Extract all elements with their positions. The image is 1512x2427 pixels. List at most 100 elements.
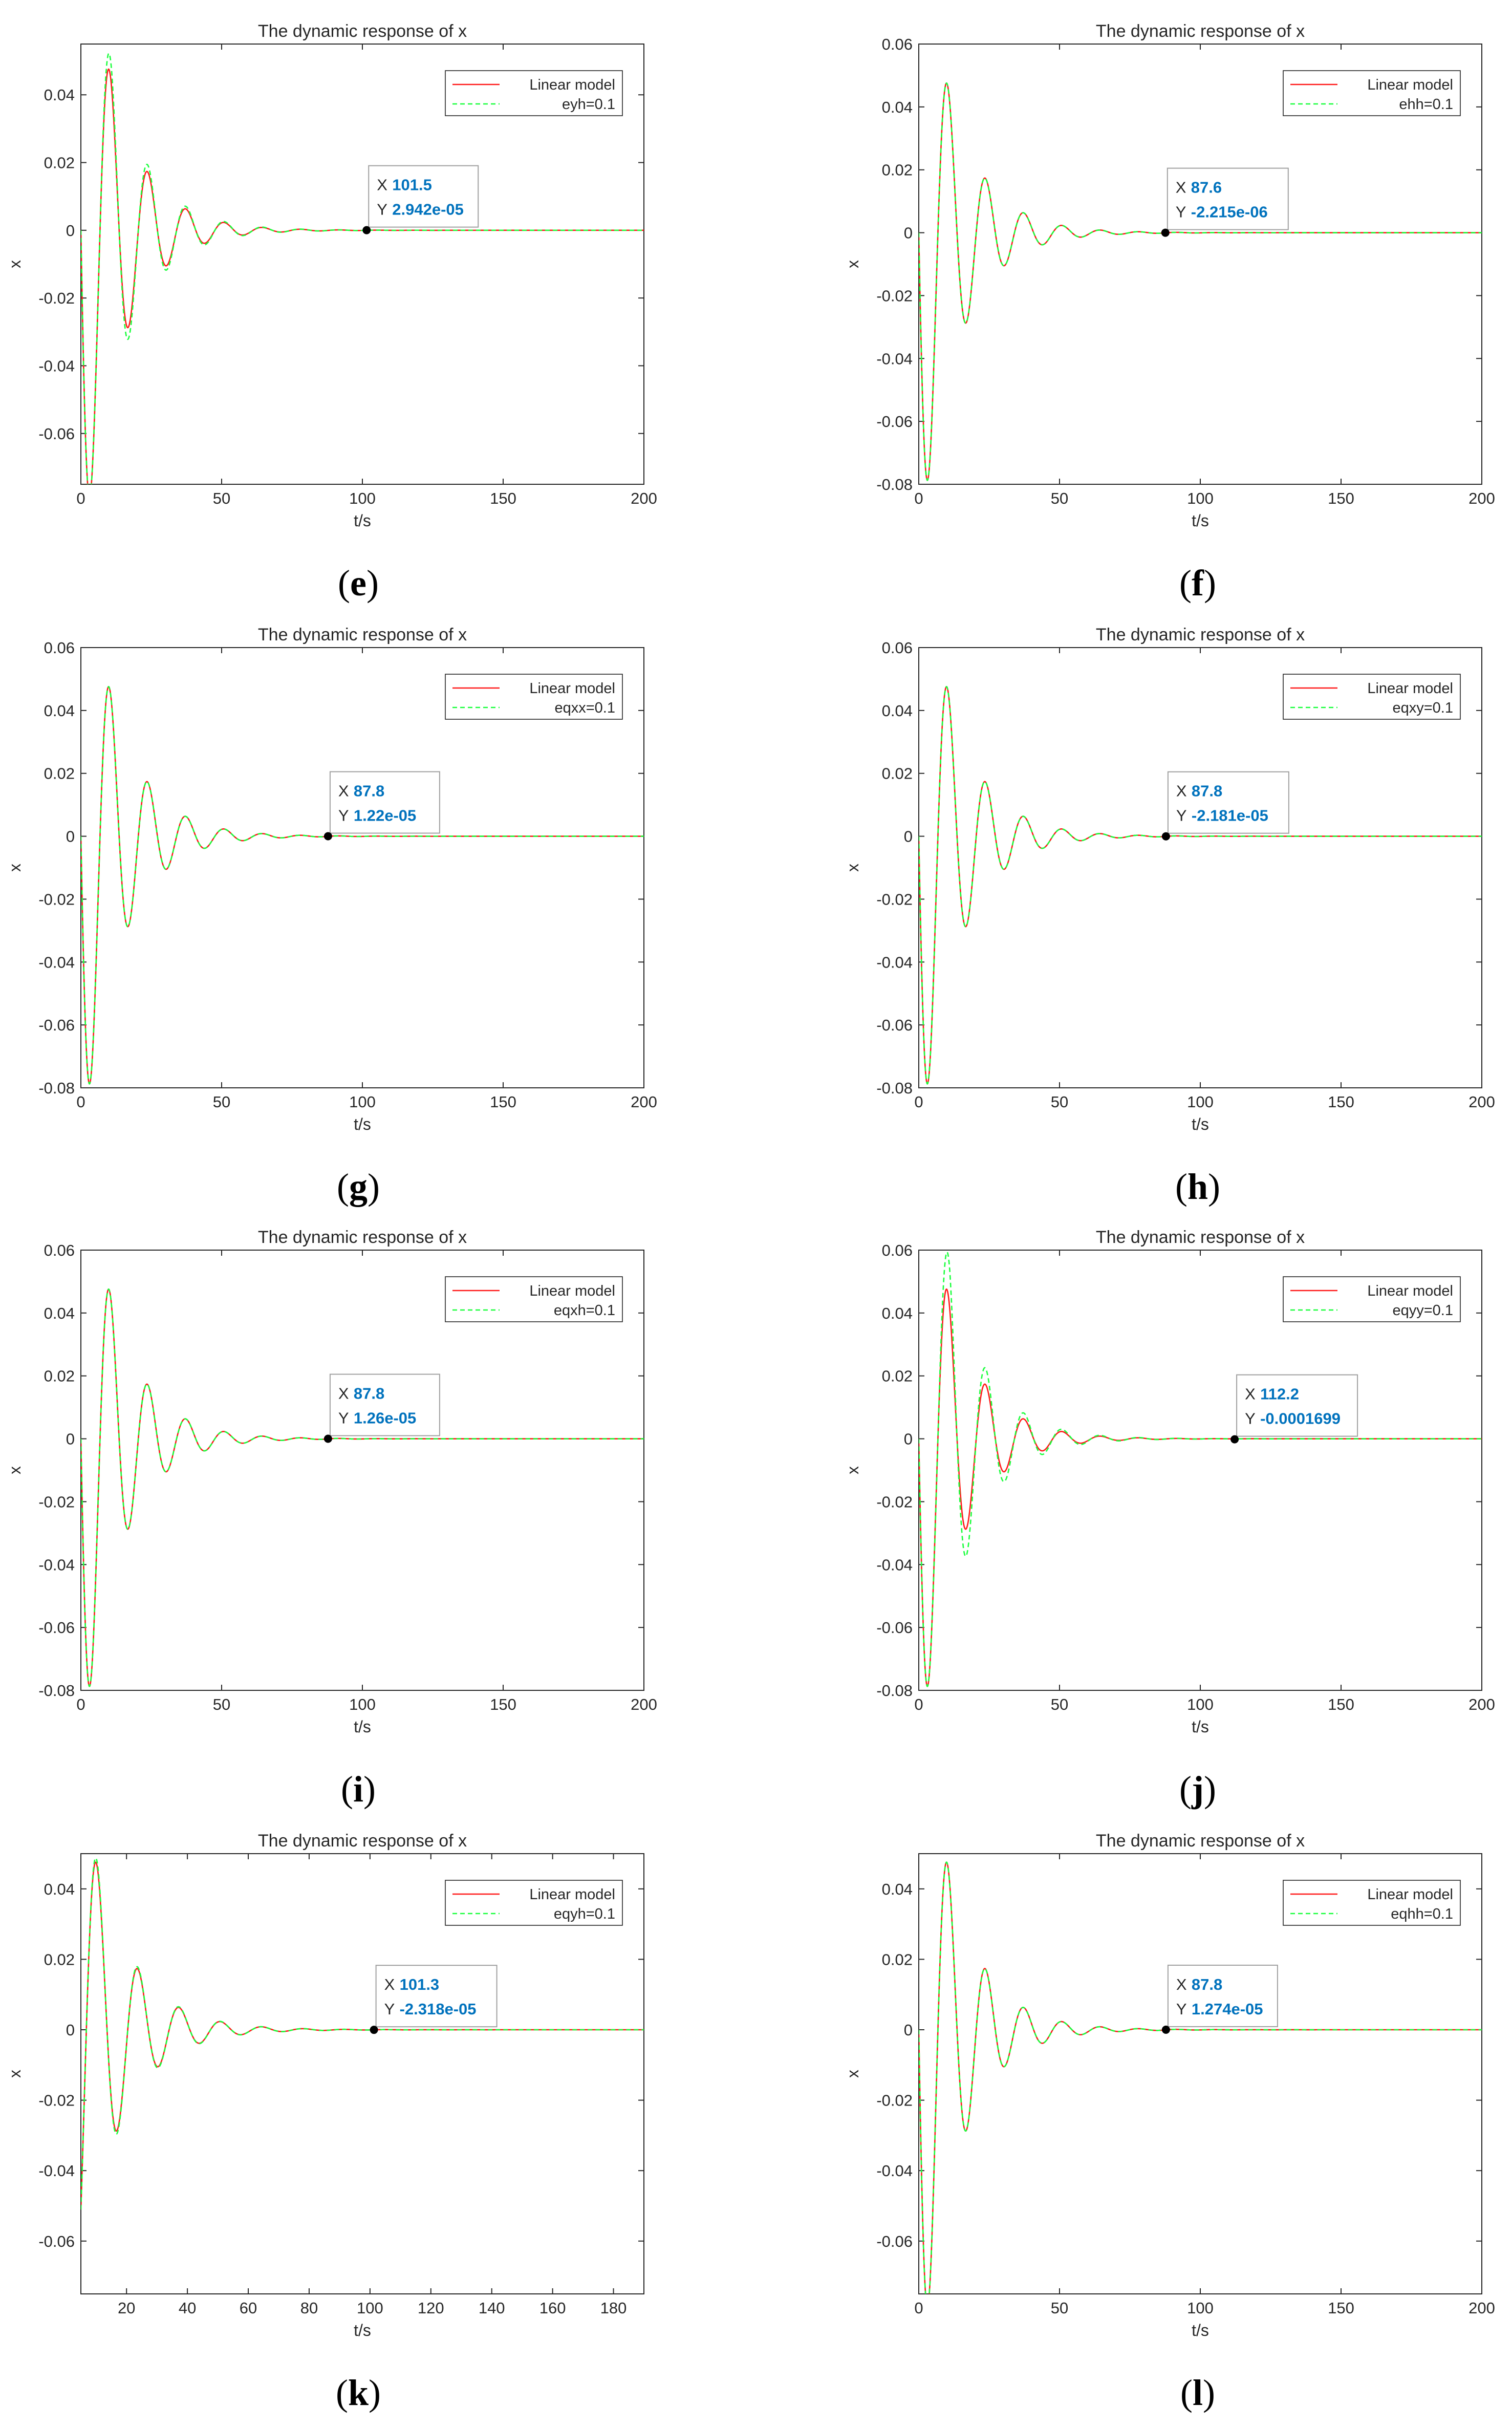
legend-entry: eqyy=0.1 xyxy=(1392,1302,1453,1319)
chart-title: The dynamic response of x xyxy=(1096,1228,1305,1247)
series-line-perturbed xyxy=(81,1857,644,2210)
y-tick-label: -0.02 xyxy=(876,890,913,908)
datatip-y-value: 1.22e-05 xyxy=(354,806,416,824)
datatip-marker xyxy=(370,2026,378,2034)
datatip-x-letter: X xyxy=(338,782,349,800)
y-tick-label: -0.04 xyxy=(876,1556,913,1574)
y-tick-label: 0 xyxy=(904,224,913,242)
legend-entry: eqxy=0.1 xyxy=(1392,700,1453,716)
legend: Linear model eqxx=0.1 xyxy=(445,674,623,720)
y-tick-label: -0.02 xyxy=(38,1493,75,1511)
y-tick-label: 0.02 xyxy=(44,1950,75,1968)
plot-area xyxy=(80,1853,644,2294)
y-tick-label: 0.06 xyxy=(882,639,913,657)
panel-caption: (k) xyxy=(336,2372,381,2413)
plot-area xyxy=(80,44,644,485)
series-line-perturbed xyxy=(81,1288,644,1687)
datatip-x-value: 87.8 xyxy=(1192,782,1222,800)
panel-caption: (h) xyxy=(1175,1166,1220,1207)
legend: Linear model eyh=0.1 xyxy=(445,70,623,116)
x-tick-label: 60 xyxy=(240,2299,257,2317)
y-axis-label: x xyxy=(6,260,24,268)
datatip-y-value: -2.318e-05 xyxy=(400,2000,477,2018)
datatip-y-value: 2.942e-05 xyxy=(392,201,464,219)
x-tick-label: 80 xyxy=(300,2299,318,2317)
x-tick-label: 200 xyxy=(631,489,657,507)
datatip-marker xyxy=(323,832,332,841)
x-tick-label: 120 xyxy=(418,2299,444,2317)
datatip-y-letter: Y xyxy=(377,201,387,219)
legend-entry: eqhh=0.1 xyxy=(1391,1906,1453,1922)
series-line-perturbed xyxy=(81,52,644,484)
legend-entry: Linear model xyxy=(529,1886,615,1903)
x-axis-label: t/s xyxy=(354,511,371,530)
datatip-box xyxy=(368,165,479,228)
y-tick-label: -0.06 xyxy=(38,1016,75,1034)
x-axis-label: t/s xyxy=(1192,2321,1209,2339)
datatip-marker xyxy=(1161,2025,1170,2034)
y-tick-label: 0.04 xyxy=(44,1304,75,1322)
datatip-x-value: 112.2 xyxy=(1260,1385,1299,1403)
datatip: X 87.8 Y 1.26e-05 xyxy=(323,1373,440,1443)
y-tick-label: 0.02 xyxy=(882,1367,913,1385)
series-line-perturbed xyxy=(919,1251,1482,1687)
datatip-x-letter: X xyxy=(1245,1385,1256,1403)
datatip-marker xyxy=(362,226,371,234)
legend-box xyxy=(445,1880,623,1926)
chart-panel-l: The dynamic response of x 0 50 100 150 200 -0.… xyxy=(844,1831,1495,2339)
x-tick-label: 100 xyxy=(349,489,376,507)
legend-box xyxy=(445,1276,623,1322)
series-line-perturbed xyxy=(919,82,1482,481)
legend-entry: Linear model xyxy=(1367,1886,1453,1903)
chart-title: The dynamic response of x xyxy=(1096,1831,1305,1851)
y-tick-label: -0.04 xyxy=(876,953,913,971)
datatip-y-value: 1.274e-05 xyxy=(1192,2000,1263,2018)
chart-panel-h: The dynamic response of x 0 50 100 150 200 -0.… xyxy=(844,625,1495,1133)
series-line-perturbed xyxy=(919,1861,1482,2294)
datatip: X 101.3 Y -2.318e-05 xyxy=(370,1965,498,2034)
series-group xyxy=(919,1251,1482,1687)
datatip-box xyxy=(1167,1964,1278,2027)
datatip-x-letter: X xyxy=(1176,782,1187,800)
chart-panel-f: The dynamic response of x 0 50 100 150 200 -0.… xyxy=(844,22,1495,530)
y-tick-label: -0.04 xyxy=(876,350,913,368)
x-axis-label: t/s xyxy=(354,1717,371,1736)
x-tick-label: 200 xyxy=(1468,1093,1495,1111)
legend-entry: Linear model xyxy=(529,1283,615,1299)
legend-box xyxy=(1283,1880,1461,1926)
x-tick-label: 50 xyxy=(213,1093,230,1111)
datatip-box xyxy=(375,1965,498,2028)
x-tick-label: 100 xyxy=(349,1093,376,1111)
datatip-x-value: 87.8 xyxy=(354,1384,384,1402)
y-tick-label: 0.04 xyxy=(44,86,75,104)
y-tick-label: 0.04 xyxy=(44,1880,75,1898)
y-tick-label: 0.02 xyxy=(44,154,75,172)
datatip-y-letter: Y xyxy=(1176,2000,1187,2018)
y-tick-label: 0.04 xyxy=(882,98,913,116)
y-tick-label: -0.04 xyxy=(38,1556,75,1574)
datatip-x-value: 87.8 xyxy=(1192,1975,1222,1993)
x-tick-label: 100 xyxy=(349,1695,376,1713)
y-tick-label: -0.02 xyxy=(38,289,75,307)
y-tick-label: 0.02 xyxy=(44,765,75,783)
datatip: X 87.8 Y 1.22e-05 xyxy=(323,771,440,841)
legend-entry: eqyh=0.1 xyxy=(554,1906,615,1922)
x-axis-label: t/s xyxy=(1192,1115,1209,1133)
datatip-y-letter: Y xyxy=(338,806,349,824)
x-tick-label: 0 xyxy=(914,489,923,507)
datatip-x-value: 101.3 xyxy=(400,1975,440,1993)
y-tick-label: 0.04 xyxy=(882,1880,913,1898)
datatip-box xyxy=(1236,1374,1358,1437)
x-tick-label: 150 xyxy=(490,489,516,507)
chart-panel-k: The dynamic response of x 20 40 60 80 100 120 1… xyxy=(6,1831,644,2339)
datatip-x-letter: X xyxy=(1176,1975,1187,1993)
x-tick-label: 150 xyxy=(1328,1695,1354,1713)
x-tick-label: 50 xyxy=(1051,2299,1068,2317)
datatip-x-letter: X xyxy=(377,176,387,194)
x-tick-label: 50 xyxy=(213,1695,230,1713)
chart-panel-j: The dynamic response of x 0 50 100 150 200 -0.… xyxy=(844,1228,1495,1736)
datatip-marker xyxy=(1230,1435,1239,1444)
panel-caption: (l) xyxy=(1180,2372,1215,2413)
y-tick-label: -0.08 xyxy=(876,1682,913,1700)
